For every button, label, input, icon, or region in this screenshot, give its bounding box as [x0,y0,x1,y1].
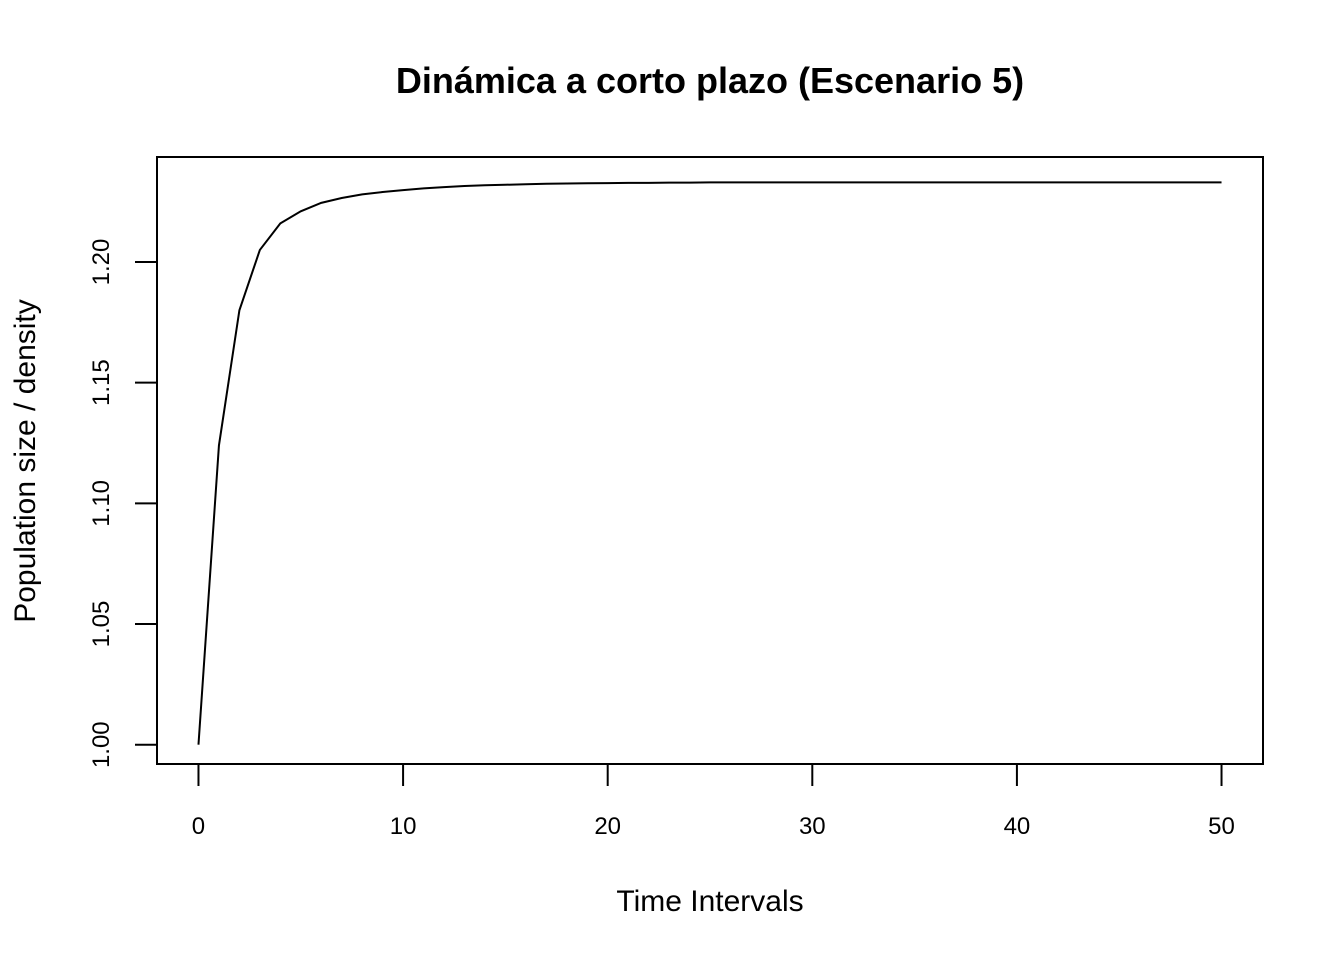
x-tick-label: 10 [390,813,417,840]
y-tick-label: 1.20 [88,239,115,286]
y-axis-label: Population size / density [9,299,42,623]
y-axis: 1.00 1.05 1.10 1.15 1.20 [88,239,157,768]
x-axis-label: Time Intervals [616,885,803,918]
x-tick-label: 0 [192,813,205,840]
x-tick-label: 50 [1208,813,1235,840]
x-tick-label: 40 [1004,813,1031,840]
y-tick-label: 1.00 [88,721,115,768]
plot-frame [157,157,1263,764]
series-line [198,182,1221,744]
y-tick-label: 1.15 [88,359,115,406]
chart-title: Dinámica a corto plazo (Escenario 5) [396,60,1024,101]
y-tick-label: 1.05 [88,601,115,648]
y-tick-label: 1.10 [88,480,115,527]
x-axis: 0 10 20 30 40 50 [192,764,1235,840]
x-tick-label: 20 [594,813,621,840]
x-tick-label: 30 [799,813,826,840]
